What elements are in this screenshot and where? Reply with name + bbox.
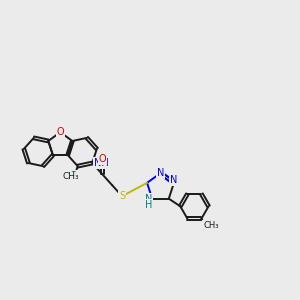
Text: N: N [170,175,178,185]
Text: N: N [145,194,152,204]
Text: H: H [145,200,152,210]
Text: O: O [203,221,211,231]
Text: NH: NH [94,158,109,168]
Text: O: O [70,171,77,181]
Text: O: O [98,154,106,164]
Text: O: O [56,127,64,137]
Text: N: N [157,168,164,178]
Text: S: S [119,191,125,201]
Text: CH₃: CH₃ [204,221,219,230]
Text: CH₃: CH₃ [62,172,79,182]
